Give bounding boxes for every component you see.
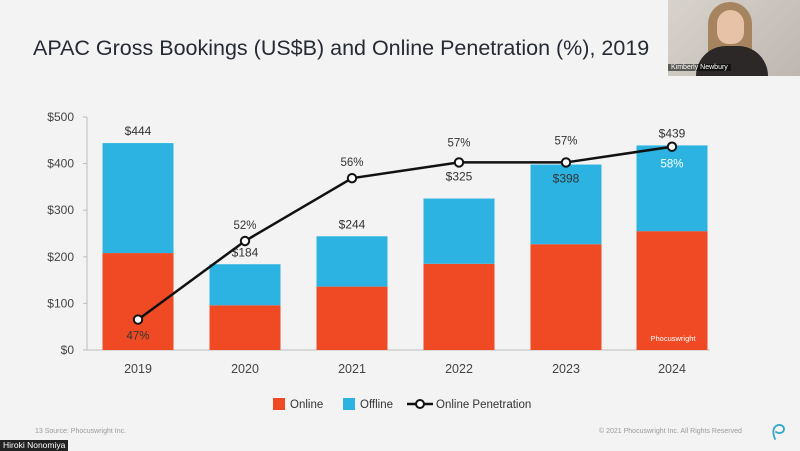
online-penetration-line <box>137 145 673 321</box>
bar-total-label: $244 <box>339 217 366 231</box>
online-penetration-label: 57% <box>554 135 577 147</box>
online-bar <box>636 231 708 350</box>
online-penetration-point <box>239 235 251 247</box>
y-axis-tick-label: $400 <box>47 157 74 171</box>
legend-swatch-offline <box>343 398 355 410</box>
legend-label-online: Online <box>290 399 323 411</box>
y-axis-tick-label: $0 <box>61 343 75 357</box>
presenter-name-label: Hiroki Nonomiya <box>0 440 69 451</box>
offline-bar <box>102 143 174 254</box>
online-bar <box>209 305 281 350</box>
online-bar <box>423 263 495 350</box>
x-axis-tick-label: 2020 <box>231 362 259 376</box>
x-axis-tick-label: 2023 <box>552 362 580 376</box>
online-penetration-point <box>560 157 572 168</box>
y-axis-tick-label: $100 <box>47 296 74 310</box>
bar-total-label: $439 <box>659 126 686 140</box>
slide-copyright-footer: © 2021 Phocuswright Inc. All Rights Rese… <box>599 428 742 435</box>
online-bar <box>530 244 602 350</box>
offline-bar <box>530 164 602 245</box>
phocuswright-p-icon <box>772 424 785 440</box>
legend-swatch-online <box>273 398 285 410</box>
x-axis-tick-label: 2021 <box>338 362 366 376</box>
online-penetration-label: 58% <box>660 159 683 171</box>
y-axis-tick-label: $500 <box>47 110 74 124</box>
offline-bar <box>209 264 281 306</box>
x-axis-tick-label: 2022 <box>445 362 473 376</box>
x-axis-tick-label: 2019 <box>124 362 152 376</box>
offline-bar <box>636 145 708 232</box>
online-penetration-point <box>346 172 358 184</box>
online-penetration-point <box>453 157 465 168</box>
participant-name-label: Kimberly Newbury <box>668 64 731 71</box>
bar-total-label: $325 <box>446 170 473 184</box>
bar-total-label: $398 <box>553 172 580 186</box>
slide-title: APAC Gross Bookings (US$B) and Online Pe… <box>33 36 650 60</box>
participant-body <box>696 46 768 76</box>
slide-source-footer: 13 Source: Phocuswright Inc. <box>35 428 127 435</box>
participant-video-tile[interactable]: Kimberly Newbury <box>668 0 800 76</box>
bar-total-label: $184 <box>232 245 259 259</box>
online-penetration-point <box>666 141 678 152</box>
offline-bar <box>423 198 495 264</box>
online-penetration-label: 57% <box>447 137 470 149</box>
offline-bar <box>316 236 388 287</box>
online-penetration-label: 47% <box>126 331 149 343</box>
y-axis-tick-label: $300 <box>47 203 74 217</box>
participant-face <box>717 10 744 44</box>
x-axis-tick-label: 2024 <box>658 362 686 376</box>
online-penetration-point <box>132 314 144 325</box>
y-axis-tick-label: $200 <box>47 250 74 264</box>
legend-label-offline: Offline <box>360 399 393 411</box>
online-penetration-label: 52% <box>233 220 256 232</box>
phocuswright-watermark: Phocuswright <box>650 334 696 343</box>
legend-marker-penetration <box>415 399 425 409</box>
online-penetration-label: 56% <box>340 157 363 169</box>
online-bar <box>316 286 388 350</box>
legend-label-penetration: Online Penetration <box>436 399 531 411</box>
bar-total-label: $444 <box>125 124 152 138</box>
